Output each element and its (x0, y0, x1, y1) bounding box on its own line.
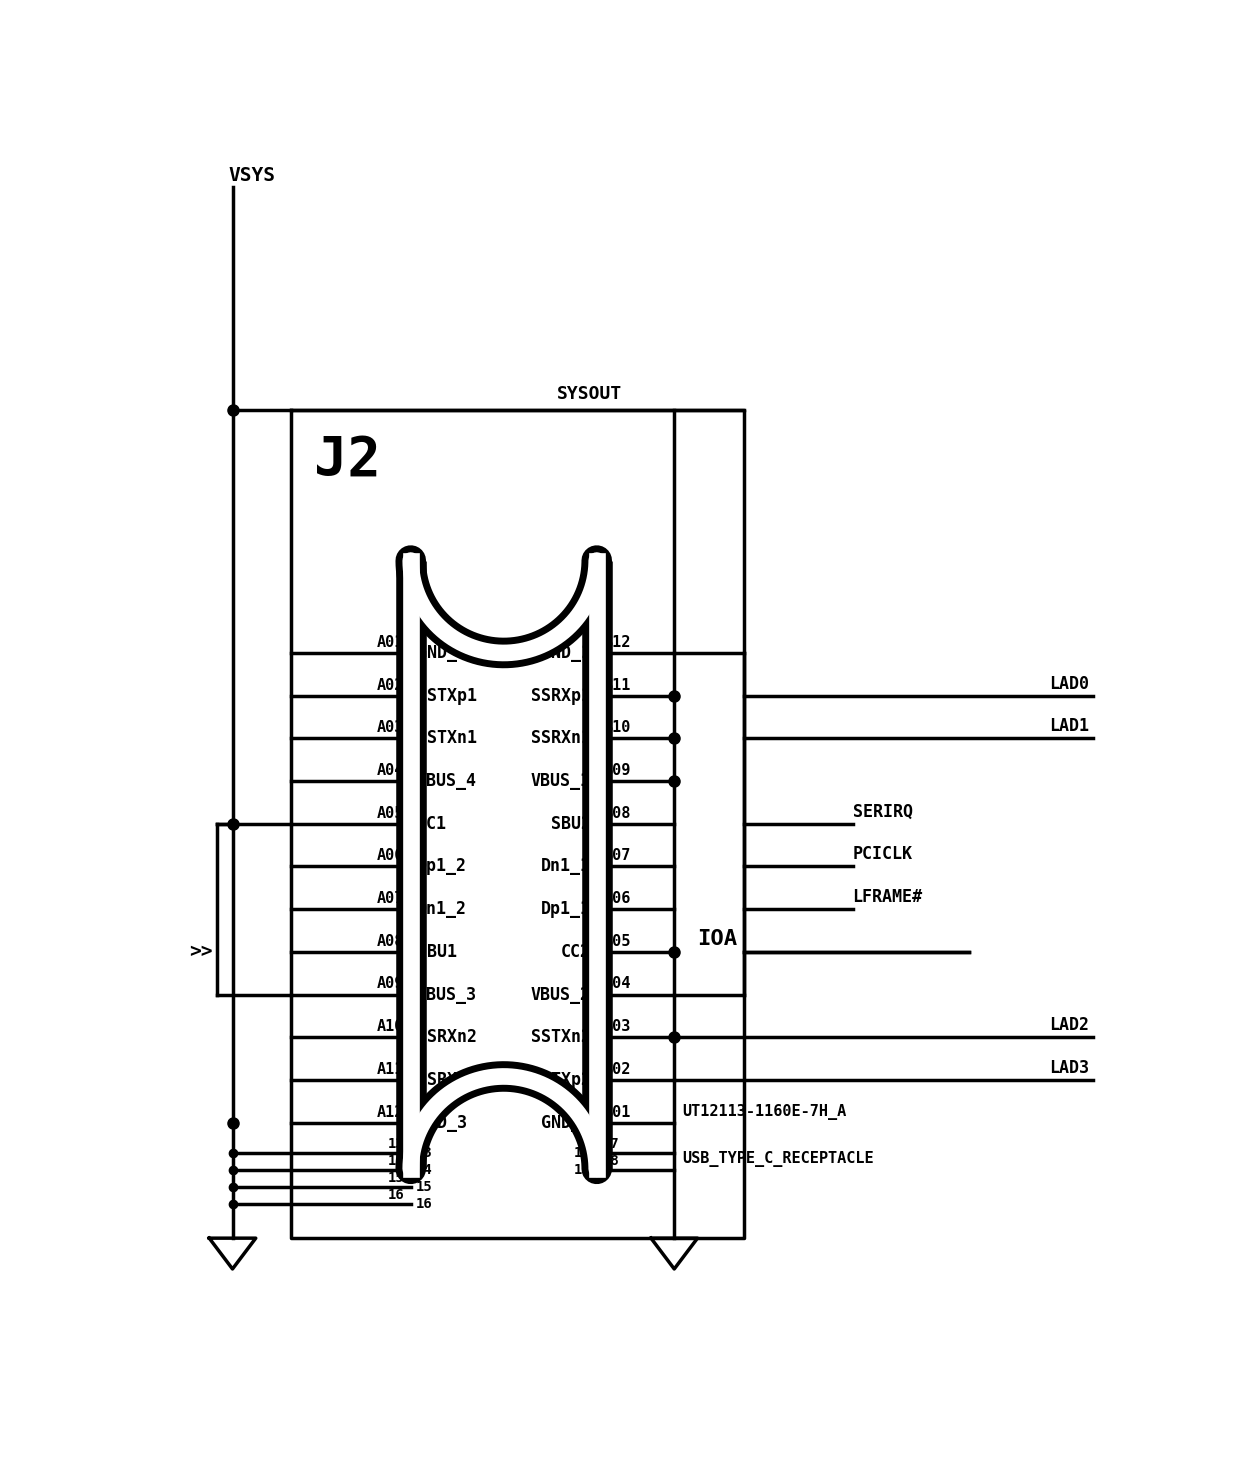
Text: J2: J2 (314, 433, 381, 487)
Text: A07: A07 (377, 891, 404, 906)
Text: Dn1_2: Dn1_2 (417, 900, 467, 919)
Text: VBUS_4: VBUS_4 (417, 772, 477, 790)
Text: VBUS_2: VBUS_2 (531, 986, 590, 1004)
Text: 18: 18 (574, 1163, 590, 1178)
Text: LAD0: LAD0 (1049, 674, 1089, 692)
Text: SSTXp2: SSTXp2 (531, 1071, 590, 1088)
Text: VBUS_3: VBUS_3 (417, 986, 477, 1004)
Text: >>: >> (190, 942, 213, 961)
Text: LAD3: LAD3 (1049, 1059, 1089, 1077)
Text: B12: B12 (603, 635, 630, 650)
Text: B09: B09 (603, 764, 630, 778)
Text: SSRXp2: SSRXp2 (417, 1071, 477, 1088)
Text: A10: A10 (377, 1020, 404, 1034)
Text: GND_3: GND_3 (417, 1113, 467, 1132)
Text: B11: B11 (603, 677, 630, 692)
Text: Dn1_1: Dn1_1 (541, 857, 590, 875)
Text: 15: 15 (415, 1181, 433, 1194)
Text: A02: A02 (377, 677, 404, 692)
Text: SSRXn2: SSRXn2 (417, 1028, 477, 1046)
Text: A12: A12 (377, 1105, 404, 1119)
Text: A03: A03 (377, 720, 404, 736)
Text: A08: A08 (377, 933, 404, 949)
Text: LAD2: LAD2 (1049, 1017, 1089, 1034)
Text: A04: A04 (377, 764, 404, 778)
Text: B02: B02 (603, 1062, 630, 1077)
Text: A06: A06 (377, 849, 404, 863)
Text: GND_2: GND_2 (541, 1113, 590, 1132)
Text: 14: 14 (388, 1154, 404, 1167)
Text: 17: 17 (574, 1147, 590, 1160)
Text: B08: B08 (603, 806, 630, 821)
Text: PCICLK: PCICLK (853, 846, 913, 863)
Text: 14: 14 (415, 1163, 433, 1178)
Text: 13: 13 (388, 1137, 404, 1151)
Text: CC2: CC2 (560, 942, 590, 961)
Text: GND_4: GND_4 (417, 644, 467, 661)
Text: 16: 16 (388, 1188, 404, 1203)
Text: IOA: IOA (697, 929, 738, 949)
Text: SSTXn1: SSTXn1 (417, 730, 477, 748)
Text: SBU2: SBU2 (551, 815, 590, 832)
Text: USB_TYPE_C_RECEPTACLE: USB_TYPE_C_RECEPTACLE (682, 1151, 874, 1167)
Text: 16: 16 (415, 1197, 433, 1211)
Text: B10: B10 (603, 720, 630, 736)
Text: LAD1: LAD1 (1049, 717, 1089, 736)
Text: B06: B06 (603, 891, 630, 906)
Text: B04: B04 (603, 976, 630, 992)
Text: SSTXp1: SSTXp1 (417, 686, 477, 705)
Text: SYSOUT: SYSOUT (557, 385, 621, 402)
Text: UT12113-1160E-7H_A: UT12113-1160E-7H_A (682, 1103, 846, 1119)
Text: A01: A01 (377, 635, 404, 650)
Text: 15: 15 (388, 1170, 404, 1185)
Text: A05: A05 (377, 806, 404, 821)
Text: Dp1_2: Dp1_2 (417, 857, 467, 875)
Text: Dp1_1: Dp1_1 (541, 900, 590, 919)
Text: VBUS_1: VBUS_1 (531, 772, 590, 790)
Text: A11: A11 (377, 1062, 404, 1077)
Text: SBU1: SBU1 (417, 942, 458, 961)
Text: SSRXp1: SSRXp1 (531, 686, 590, 705)
Text: LFRAME#: LFRAME# (853, 888, 923, 906)
Text: B03: B03 (603, 1020, 630, 1034)
Text: 18: 18 (603, 1154, 620, 1167)
Text: CC1: CC1 (417, 815, 446, 832)
Text: SSRXn1: SSRXn1 (531, 730, 590, 748)
Text: SERIRQ: SERIRQ (853, 803, 913, 821)
Text: VSYS: VSYS (228, 165, 275, 184)
Text: 17: 17 (603, 1137, 620, 1151)
Text: A09: A09 (377, 976, 404, 992)
Text: 13: 13 (415, 1147, 433, 1160)
Text: SSTXn2: SSTXn2 (531, 1028, 590, 1046)
Text: B05: B05 (603, 933, 630, 949)
Text: GND_1: GND_1 (541, 644, 590, 661)
Text: B07: B07 (603, 849, 630, 863)
Text: B01: B01 (603, 1105, 630, 1119)
